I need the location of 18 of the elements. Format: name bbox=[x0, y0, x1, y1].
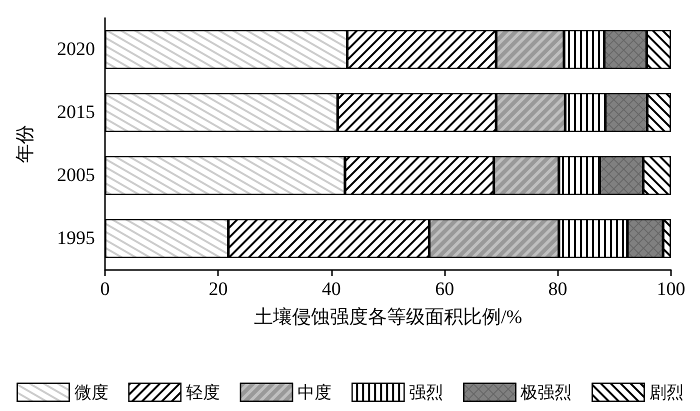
x-tick-label: 100 bbox=[656, 279, 686, 300]
y-axis-title: 年份 bbox=[15, 125, 36, 163]
legend-label: 轻度 bbox=[186, 382, 220, 402]
legend-label: 极强烈 bbox=[520, 382, 572, 402]
legend-label: 剧烈 bbox=[649, 382, 684, 402]
x-axis-title: 土壤侵蚀强度各等级面积比例/% bbox=[254, 306, 522, 328]
x-tick-label: 80 bbox=[548, 279, 568, 300]
x-tick-label: 40 bbox=[322, 279, 341, 300]
x-tick-label: 60 bbox=[435, 279, 454, 300]
y-tick-label: 2020 bbox=[57, 39, 95, 60]
legend-label: 中度 bbox=[298, 382, 332, 402]
x-tick-label: 20 bbox=[208, 279, 228, 300]
legend-label: 强烈 bbox=[409, 382, 444, 402]
legend-label: 微度 bbox=[74, 382, 108, 402]
y-tick-label: 2015 bbox=[57, 102, 95, 123]
y-tick-label: 1995 bbox=[57, 228, 95, 249]
x-tick-label: 0 bbox=[100, 279, 110, 300]
y-tick-label: 2005 bbox=[57, 165, 95, 186]
